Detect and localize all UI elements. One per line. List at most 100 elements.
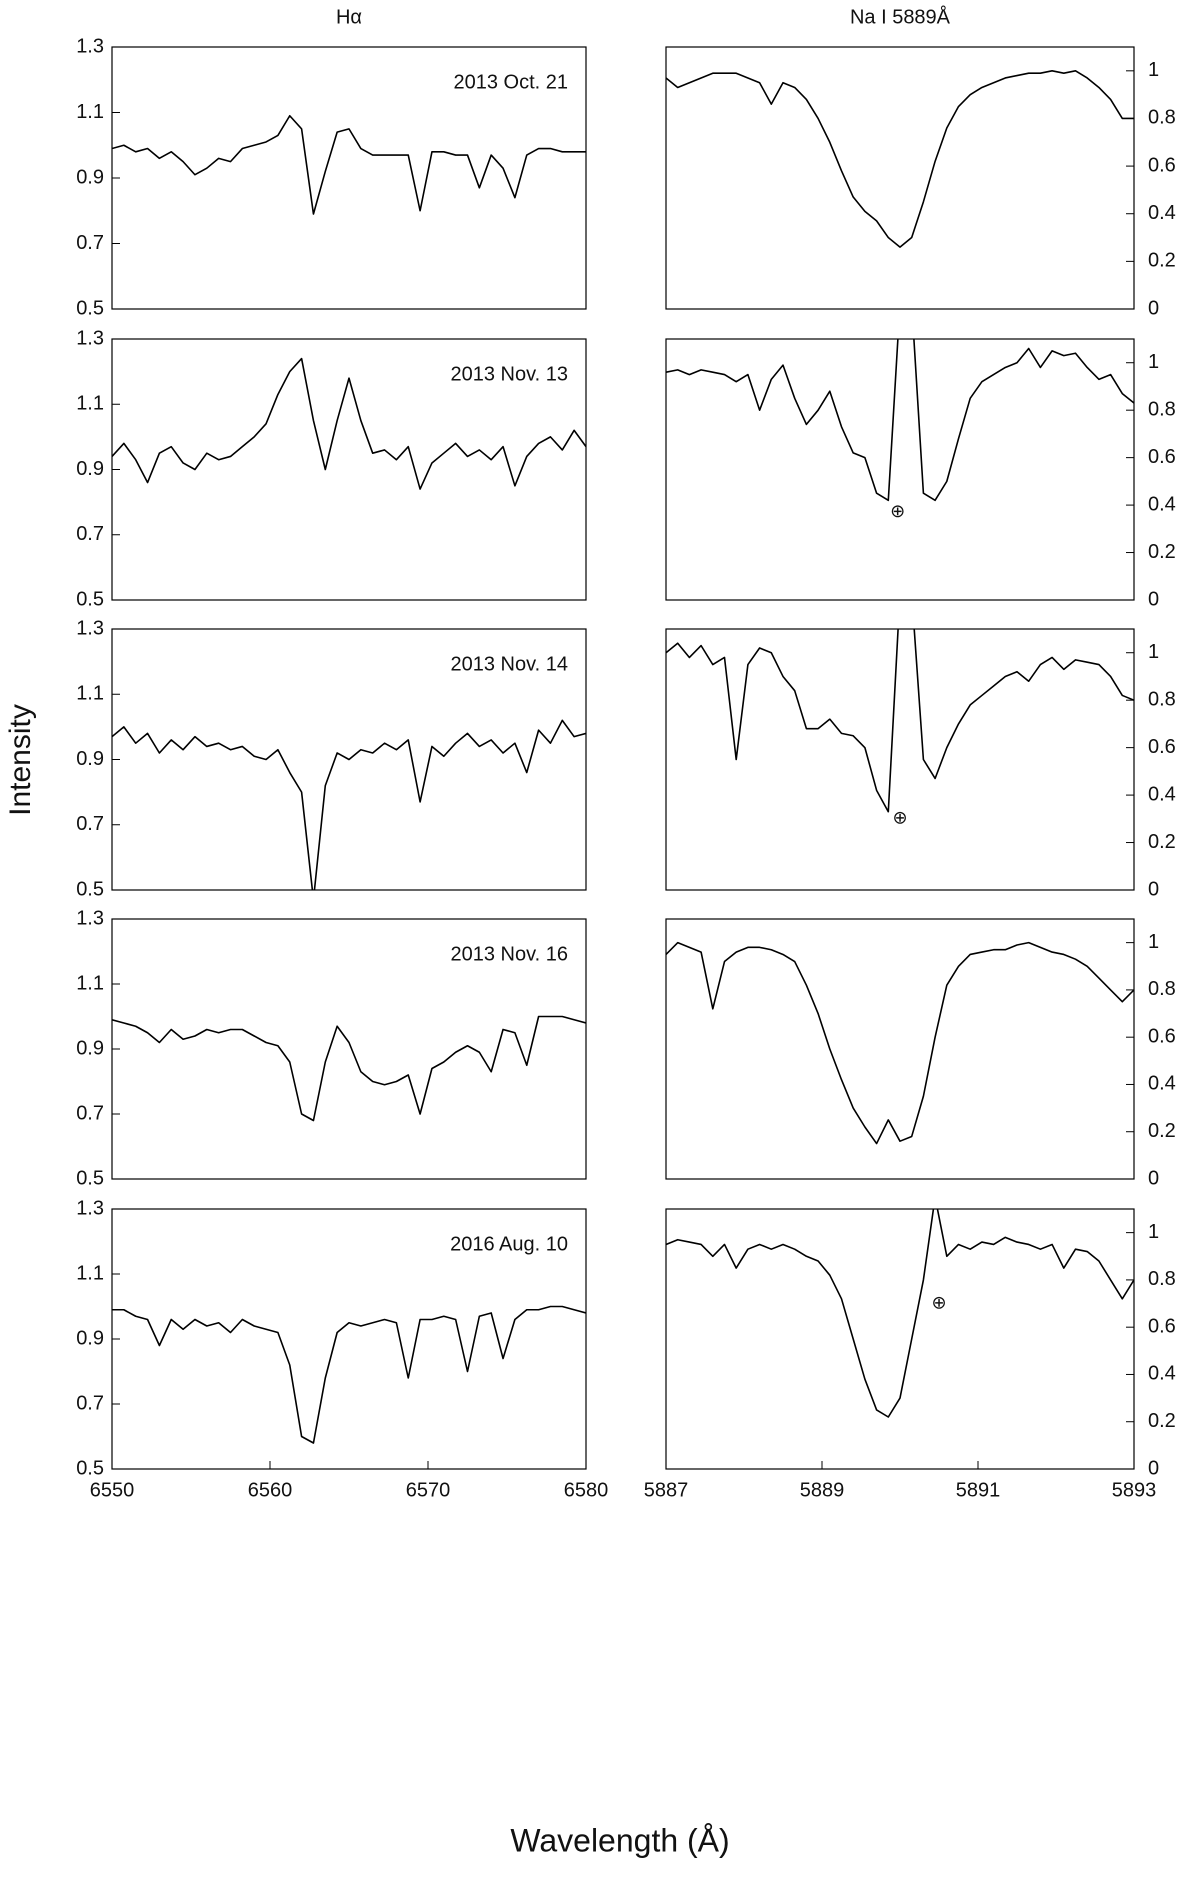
y-tick-label: 0.4 <box>1148 202 1176 224</box>
y-tick-label: 0.8 <box>1148 688 1176 710</box>
telluric-marker: ⊕ <box>931 1292 946 1312</box>
y-tick-label: 0.8 <box>1148 107 1176 129</box>
x-tick-label: 5893 <box>1112 1479 1157 1501</box>
y-tick-label: 0.2 <box>1148 831 1176 853</box>
y-tick-label: 1.1 <box>76 393 104 415</box>
y-tick-label: 0.6 <box>1148 446 1176 468</box>
y-tick-label: 0.7 <box>76 1102 104 1124</box>
date-label: 2013 Nov. 13 <box>451 363 569 385</box>
panel-title: Hα <box>336 6 362 28</box>
date-label: 2013 Nov. 16 <box>451 943 569 965</box>
y-tick-label: 0 <box>1148 1167 1159 1189</box>
y-tick-label: 1.1 <box>76 101 104 123</box>
y-axis-label: Intensity <box>4 704 37 816</box>
telluric-marker: ⊕ <box>892 808 907 828</box>
spectrum-line <box>666 339 1134 502</box>
y-tick-label: 1.3 <box>76 35 104 57</box>
panel: 0 0.2 0.4 0.6 0.8 1 ⊕ <box>665 338 1176 610</box>
x-tick-label: 6560 <box>248 1479 293 1501</box>
panel: 0.5 0.7 0.9 1.1 1.3 2013 Nov. 13 <box>76 327 587 610</box>
plot-frame <box>665 46 1135 310</box>
y-tick-label: 0.9 <box>76 1037 104 1059</box>
y-tick-label: 0.9 <box>76 166 104 188</box>
y-tick-label: 0.2 <box>1148 541 1176 563</box>
y-tick-label: 1 <box>1148 351 1159 373</box>
spectrum-line <box>666 70 1134 248</box>
panel: 0.5 0.7 0.9 1.1 1.3 2013 Nov. 14 <box>76 617 587 900</box>
y-tick-label: 1.3 <box>76 617 104 639</box>
y-tick-label: 0.9 <box>76 458 104 480</box>
panel: 0 0.2 0.4 0.6 0.8 1 5887 5889 5891 5893 ⊕ <box>644 1208 1176 1501</box>
x-tick-label: 6580 <box>564 1479 609 1501</box>
panel: 0 0.2 0.4 0.6 0.8 1 ⊕ <box>665 628 1176 900</box>
y-tick-label: 0 <box>1148 588 1159 610</box>
y-tick-label: 0.6 <box>1148 154 1176 176</box>
date-label: 2013 Nov. 14 <box>451 653 569 675</box>
y-tick-label: 0.8 <box>1148 978 1176 1000</box>
plot-frame <box>665 338 1135 601</box>
y-tick-label: 1 <box>1148 59 1159 81</box>
y-tick-label: 0.7 <box>76 1392 104 1414</box>
date-label: 2016 Aug. 10 <box>450 1233 568 1255</box>
y-tick-label: 0.4 <box>1148 493 1176 515</box>
spectrum-line <box>112 357 586 490</box>
y-tick-label: 0.8 <box>1148 398 1176 420</box>
x-tick-label: 5891 <box>956 1479 1001 1501</box>
y-tick-label: 0.5 <box>76 1167 104 1189</box>
x-tick-label: 6550 <box>90 1479 135 1501</box>
spectrum-line <box>112 719 586 890</box>
y-tick-label: 0.6 <box>1148 736 1176 758</box>
y-tick-label: 0.5 <box>76 1457 104 1479</box>
y-tick-label: 0.5 <box>76 878 104 900</box>
panel: 0.5 0.7 0.9 1.1 1.3 Hα 2013 Oct. 21 <box>76 6 587 319</box>
y-tick-label: 1.1 <box>76 683 104 705</box>
date-label: 2013 Oct. 21 <box>453 71 568 93</box>
y-tick-label: 0.4 <box>1148 1363 1176 1385</box>
plot-frame <box>665 1208 1135 1470</box>
spectrum-line <box>666 941 1134 1145</box>
x-tick-label: 6570 <box>406 1479 451 1501</box>
y-tick-label: 0.4 <box>1148 1073 1176 1095</box>
y-tick-label: 0 <box>1148 1457 1159 1479</box>
y-tick-label: 0.9 <box>76 1327 104 1349</box>
spectrum-line <box>112 1015 586 1122</box>
y-tick-label: 1 <box>1148 1221 1159 1243</box>
x-axis-label: Wavelength (Å) <box>510 1822 729 1858</box>
plot-frame <box>665 628 1135 891</box>
panel: 0 0.2 0.4 0.6 0.8 1 <box>665 918 1176 1189</box>
y-tick-label: 0.8 <box>1148 1268 1176 1290</box>
y-tick-label: 0 <box>1148 878 1159 900</box>
y-tick-label: 1.1 <box>76 1262 104 1284</box>
y-tick-label: 0.9 <box>76 748 104 770</box>
y-tick-label: 0.4 <box>1148 783 1176 805</box>
y-tick-label: 0.7 <box>76 523 104 545</box>
spectrum-line <box>112 114 586 215</box>
y-tick-label: 0.2 <box>1148 1120 1176 1142</box>
panel: 0.5 0.7 0.9 1.1 1.3 6550 6560 6570 6580 2016 Aug.… <box>76 1197 608 1501</box>
x-tick-label: 5889 <box>800 1479 845 1501</box>
y-tick-label: 0.5 <box>76 588 104 610</box>
spectrum-line <box>666 629 1134 813</box>
telluric-marker: ⊕ <box>890 501 905 521</box>
y-tick-label: 0.7 <box>76 813 104 835</box>
y-tick-label: 0.6 <box>1148 1315 1176 1337</box>
y-tick-label: 0.2 <box>1148 250 1176 272</box>
plot-frame <box>665 918 1135 1180</box>
y-tick-label: 0.2 <box>1148 1410 1176 1432</box>
y-tick-label: 1 <box>1148 931 1159 953</box>
spectrum-line <box>666 1209 1134 1418</box>
y-tick-label: 1.1 <box>76 972 104 994</box>
y-tick-label: 1 <box>1148 641 1159 663</box>
y-tick-label: 0.5 <box>76 297 104 319</box>
panel: 0 0.2 0.4 0.6 0.8 1 Na I 5889Å <box>665 5 1176 319</box>
x-tick-label: 5887 <box>644 1479 689 1501</box>
y-tick-label: 1.3 <box>76 1197 104 1219</box>
y-tick-label: 1.3 <box>76 907 104 929</box>
panel: 0.5 0.7 0.9 1.1 1.3 2013 Nov. 16 <box>76 907 587 1189</box>
y-tick-label: 0.6 <box>1148 1025 1176 1047</box>
y-tick-label: 1.3 <box>76 327 104 349</box>
y-tick-label: 0 <box>1148 297 1159 319</box>
y-tick-label: 0.7 <box>76 232 104 254</box>
spectrum-line <box>112 1305 586 1444</box>
